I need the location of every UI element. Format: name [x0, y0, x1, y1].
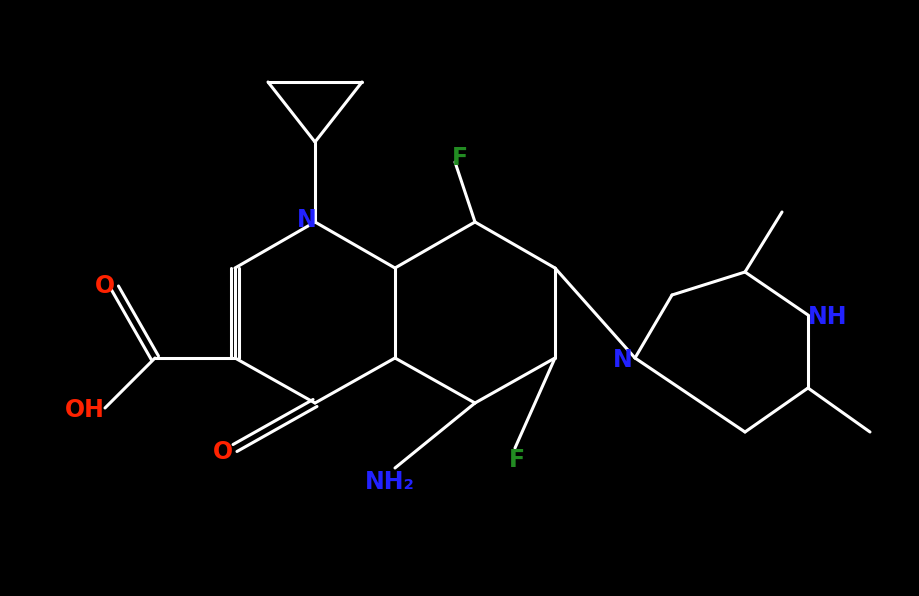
- Text: N: N: [297, 208, 317, 232]
- Text: NH₂: NH₂: [365, 470, 415, 494]
- Text: O: O: [95, 274, 115, 298]
- Text: F: F: [509, 448, 525, 472]
- Text: O: O: [213, 440, 233, 464]
- Text: F: F: [452, 146, 468, 170]
- Text: NH: NH: [808, 305, 847, 329]
- Text: OH: OH: [65, 398, 105, 422]
- Text: N: N: [613, 348, 633, 372]
